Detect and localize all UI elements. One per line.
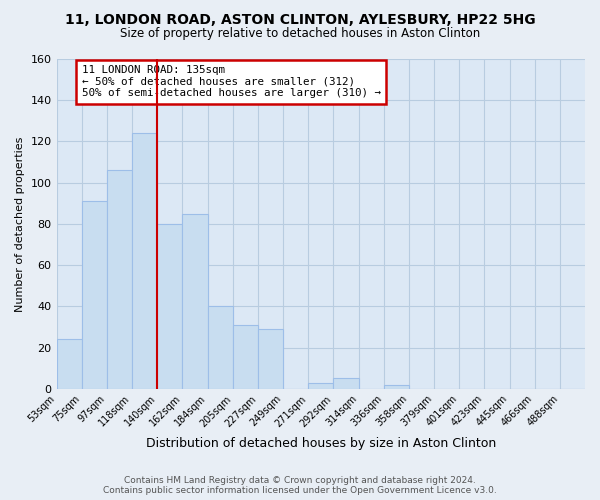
Bar <box>208 306 233 389</box>
Text: 11, LONDON ROAD, ASTON CLINTON, AYLESBURY, HP22 5HG: 11, LONDON ROAD, ASTON CLINTON, AYLESBUR… <box>65 12 535 26</box>
Text: 11 LONDON ROAD: 135sqm
← 50% of detached houses are smaller (312)
50% of semi-de: 11 LONDON ROAD: 135sqm ← 50% of detached… <box>82 65 381 98</box>
Text: Size of property relative to detached houses in Aston Clinton: Size of property relative to detached ho… <box>120 28 480 40</box>
Bar <box>182 214 208 389</box>
Bar <box>82 201 107 389</box>
Y-axis label: Number of detached properties: Number of detached properties <box>15 136 25 312</box>
Bar <box>383 384 409 389</box>
Bar <box>308 382 334 389</box>
Bar <box>233 325 258 389</box>
Bar <box>157 224 182 389</box>
Bar <box>258 329 283 389</box>
Bar <box>56 340 82 389</box>
Bar <box>132 133 157 389</box>
X-axis label: Distribution of detached houses by size in Aston Clinton: Distribution of detached houses by size … <box>146 437 496 450</box>
Bar <box>334 378 359 389</box>
Bar <box>107 170 132 389</box>
Text: Contains HM Land Registry data © Crown copyright and database right 2024.
Contai: Contains HM Land Registry data © Crown c… <box>103 476 497 495</box>
